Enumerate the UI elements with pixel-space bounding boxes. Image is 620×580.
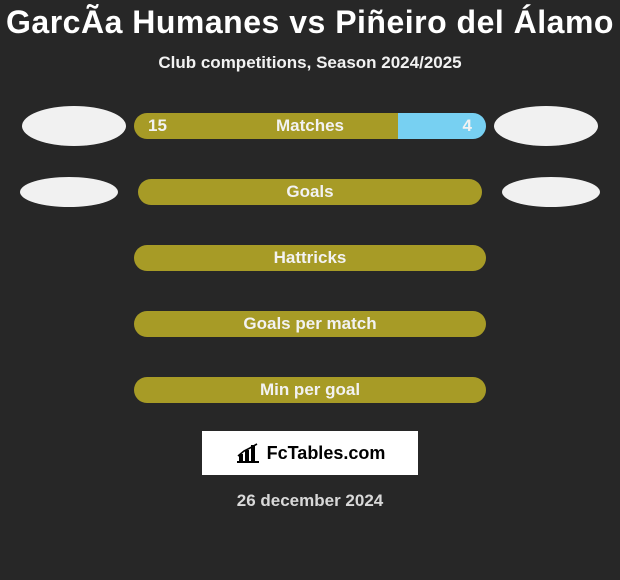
stat-row: 154Matches bbox=[0, 103, 620, 149]
stat-bar: Goals per match bbox=[134, 311, 486, 337]
stat-seg-p1 bbox=[138, 179, 482, 205]
stat-bar: Min per goal bbox=[134, 377, 486, 403]
player2-avatar bbox=[494, 106, 598, 146]
stat-seg-p1 bbox=[134, 245, 486, 271]
stat-row: Min per goal bbox=[0, 367, 620, 413]
stat-seg-p1 bbox=[134, 377, 486, 403]
stat-rows: 154MatchesGoalsHattricksGoals per matchM… bbox=[0, 103, 620, 413]
stat-seg-p1 bbox=[134, 311, 486, 337]
stat-row: Hattricks bbox=[0, 235, 620, 281]
subtitle: Club competitions, Season 2024/2025 bbox=[0, 53, 620, 73]
stat-value-p2: 4 bbox=[449, 116, 486, 136]
page-title: GarcÃ­a Humanes vs Piñeiro del Álamo bbox=[0, 4, 620, 41]
stat-seg-p1: 15 bbox=[134, 113, 398, 139]
chart-icon bbox=[235, 442, 261, 464]
stat-seg-p2: 4 bbox=[398, 113, 486, 139]
player1-avatar bbox=[20, 177, 118, 207]
stat-row: Goals per match bbox=[0, 301, 620, 347]
stat-row: Goals bbox=[0, 169, 620, 215]
logo-text: FcTables.com bbox=[267, 443, 386, 464]
date-text: 26 december 2024 bbox=[0, 491, 620, 511]
logo-box: FcTables.com bbox=[202, 431, 418, 475]
stat-bar: Goals bbox=[138, 179, 482, 205]
player1-avatar bbox=[22, 106, 126, 146]
stat-bar: Hattricks bbox=[134, 245, 486, 271]
stat-bar: 154Matches bbox=[134, 113, 486, 139]
stat-value-p1: 15 bbox=[134, 116, 181, 136]
player2-avatar bbox=[502, 177, 600, 207]
